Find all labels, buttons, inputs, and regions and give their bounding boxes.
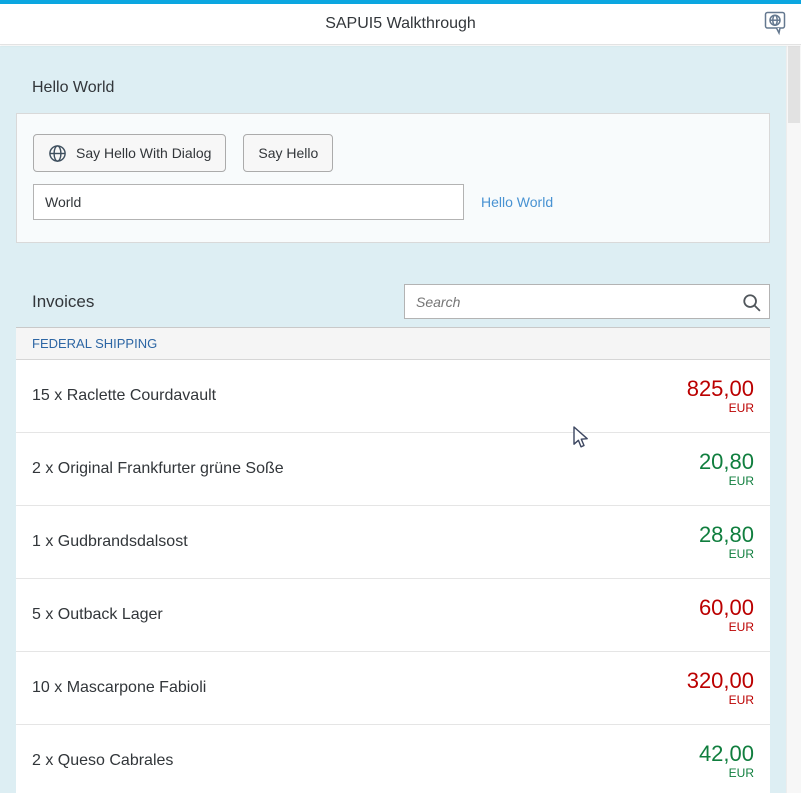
invoice-item-price: 42,00 EUR (699, 741, 754, 781)
invoice-item-price: 320,00 EUR (687, 668, 754, 708)
invoice-item-title: 15 x Raclette Courdavault (32, 387, 217, 404)
app-title: SAPUI5 Walkthrough (325, 15, 476, 32)
invoice-price-currency: EUR (728, 547, 754, 561)
invoice-list-item: 5 x Outback Lager 60,00 EUR (16, 579, 770, 652)
app-header: SAPUI5 Walkthrough (0, 4, 801, 45)
say-hello-with-dialog-label: Say Hello With Dialog (76, 145, 212, 161)
invoice-price-number: 825,00 (686, 376, 754, 401)
accent-strip (0, 0, 801, 4)
invoice-price-currency: EUR (728, 401, 754, 415)
scrollbar-thumb[interactable] (788, 46, 800, 123)
invoice-price-number: 28,80 (698, 522, 754, 547)
invoice-item-title: 10 x Mascarpone Fabioli (32, 679, 207, 696)
invoice-item-price: 825,00 EUR (687, 376, 754, 416)
say-hello-with-dialog-button[interactable]: Say Hello With Dialog (33, 134, 227, 172)
invoice-item-title: 2 x Queso Cabrales (32, 752, 174, 769)
invoice-list-item: 10 x Mascarpone Fabioli 320,00 EUR (16, 652, 770, 725)
invoice-group-header: FEDERAL SHIPPING (16, 328, 770, 360)
invoice-list-item: 2 x Original Frankfurter grüne Soße 20,8… (16, 433, 770, 506)
say-hello-label: Say Hello (258, 145, 319, 161)
invoice-item-price: 20,80 EUR (699, 449, 754, 489)
invoice-item-title: 1 x Gudbrandsdalsost (32, 533, 188, 550)
invoice-list-item: 2 x Queso Cabrales 42,00 EUR (16, 725, 770, 793)
invoice-price-currency: EUR (728, 474, 754, 488)
invoice-list-item: 1 x Gudbrandsdalsost 28,80 EUR (16, 506, 770, 579)
hello-panel-title: Hello World (32, 78, 115, 96)
invoice-search-field (404, 284, 770, 319)
hello-dialog-header-button[interactable] (759, 9, 791, 41)
invoice-price-currency: EUR (728, 766, 754, 780)
invoice-item-title: 2 x Original Frankfurter grüne Soße (32, 460, 284, 477)
invoice-price-number: 320,00 (686, 668, 754, 693)
page-background: Hello World Say Hello With Dialog Say He… (0, 46, 786, 793)
invoice-item-price: 28,80 EUR (699, 522, 754, 562)
invoice-price-currency: EUR (728, 693, 754, 707)
invoice-item-price: 60,00 EUR (699, 595, 754, 635)
hello-panel-content: Say Hello With Dialog Say Hello Hello Wo… (16, 113, 770, 243)
invoices-toolbar: Invoices (16, 284, 770, 319)
invoices-title: Invoices (32, 291, 95, 311)
invoice-list: FEDERAL SHIPPING 15 x Raclette Courdavau… (16, 327, 770, 793)
invoice-list-item: 15 x Raclette Courdavault 825,00 EUR (16, 360, 770, 433)
invoice-price-number: 20,80 (698, 449, 754, 474)
name-input[interactable] (33, 184, 464, 220)
invoice-price-currency: EUR (728, 620, 754, 634)
world-icon (48, 144, 67, 163)
say-hello-button[interactable]: Say Hello (243, 134, 334, 172)
invoice-price-number: 42,00 (698, 741, 754, 766)
page-scrollbar[interactable] (786, 46, 801, 793)
search-icon[interactable] (739, 290, 763, 314)
hello-world-link[interactable]: Hello World (481, 194, 554, 210)
globe-speech-bubble-icon (762, 9, 788, 41)
hello-panel: Hello World Say Hello With Dialog Say He… (16, 62, 770, 243)
invoice-search-input[interactable] (405, 285, 769, 318)
invoice-price-number: 60,00 (698, 595, 754, 620)
invoice-item-title: 5 x Outback Lager (32, 606, 163, 623)
